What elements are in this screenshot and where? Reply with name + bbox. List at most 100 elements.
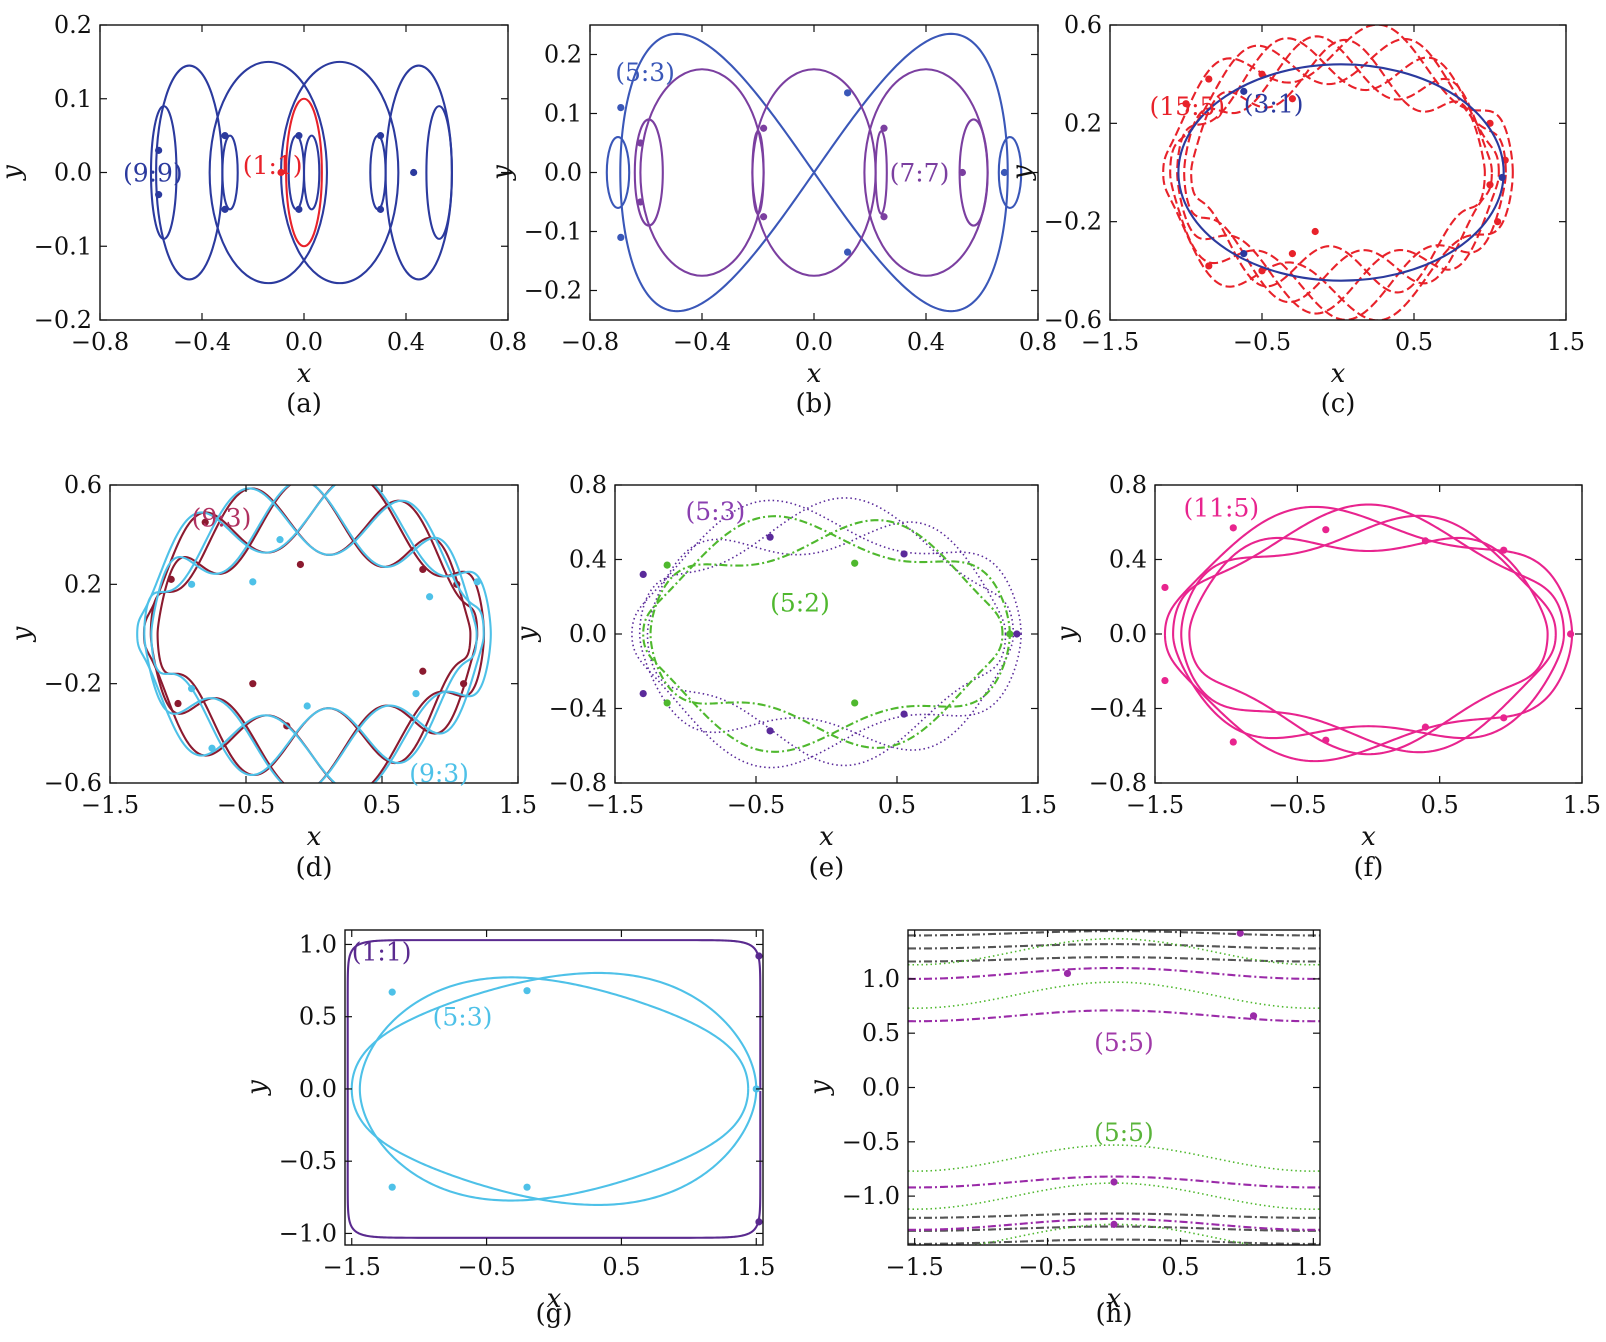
series-2-point <box>1110 1178 1118 1186</box>
series-2-curve <box>633 118 664 227</box>
series-0-point <box>295 132 303 140</box>
series-0-point <box>1486 181 1494 189</box>
series-0-point <box>167 575 175 583</box>
y-tick-label: −0.2 <box>1044 208 1102 236</box>
y-tick-label: 0.0 <box>54 159 92 187</box>
series-0-point <box>1205 75 1213 83</box>
x-tick-label: 0.4 <box>387 328 425 356</box>
x-tick-label: −0.5 <box>1268 791 1326 819</box>
series-0-point <box>296 560 304 569</box>
series-0-point <box>249 680 257 688</box>
series-2-point <box>1063 969 1072 978</box>
series-0-point <box>1421 537 1430 545</box>
series-0-point <box>1500 714 1508 722</box>
series-1-point <box>388 1183 396 1191</box>
y-tick-label: 0.5 <box>862 1019 900 1047</box>
series-1-point <box>426 593 434 601</box>
series-label: (5:5) <box>1094 1118 1154 1147</box>
series-0-curve <box>1183 35 1493 304</box>
series-1-point <box>473 578 481 586</box>
series-1-band <box>908 1144 1320 1172</box>
series-0-point <box>376 205 385 213</box>
y-tick-label: −1.0 <box>842 1182 900 1210</box>
y-tick-label: 0.2 <box>1064 109 1102 137</box>
series-0-point <box>1161 676 1169 685</box>
series-0-point <box>201 518 209 526</box>
series-1-curve <box>642 515 1011 753</box>
x-axis-label: x <box>1331 359 1346 389</box>
series-1-point <box>412 690 420 698</box>
series-0-point <box>844 89 852 97</box>
y-tick-label: 0.4 <box>569 546 607 574</box>
series-label: (3:1) <box>1244 90 1304 119</box>
x-axis-label: x <box>297 359 312 389</box>
series-0-curve <box>425 105 453 240</box>
series-0-curve <box>369 134 387 211</box>
y-tick-label: 1.0 <box>862 965 900 993</box>
series-0-curve <box>646 521 1007 767</box>
series-0-point <box>419 565 427 574</box>
x-tick-label: −1.5 <box>886 1253 944 1281</box>
panel-h: −1.5 −0.5 0.5 1.5 1.0 0.5 0.0 −0.5 −1.0 x y (5:5) (5… <box>805 929 1332 1329</box>
series-0-point <box>1161 583 1169 592</box>
series-0-point <box>1182 100 1190 108</box>
series-0-point <box>460 680 468 688</box>
panel-caption: (g) <box>536 1299 573 1329</box>
series-1-curve <box>350 971 758 1206</box>
series-0-point <box>639 570 647 579</box>
y-tick-label: 0.6 <box>64 471 102 499</box>
series-0-curve <box>1172 503 1565 740</box>
series-0-curve <box>346 939 762 1239</box>
series-label: (15:5) <box>1150 92 1226 121</box>
series-0-band <box>908 930 1320 937</box>
x-tick-label: 0.0 <box>795 328 833 356</box>
panel-b: −0.8 −0.4 0.0 0.4 0.8 0.2 0.1 0.0 −0.1 −0.2 x y (5:3… <box>487 24 1057 419</box>
series-label: (5:3) <box>615 58 675 87</box>
series-1-point <box>1498 173 1506 182</box>
series-0-point <box>1258 70 1266 78</box>
x-axis-label: x <box>307 822 322 852</box>
panel-caption: (f) <box>1354 853 1384 883</box>
series-0-point <box>1567 630 1575 638</box>
panel-caption: (e) <box>809 853 845 883</box>
plot-area <box>908 930 1320 1245</box>
series-1-curve <box>358 976 750 1202</box>
y-tick-label: 0.0 <box>569 620 607 648</box>
x-tick-label: 0.5 <box>1395 328 1433 356</box>
series-0-point <box>617 104 625 112</box>
series-1-curve <box>136 485 492 783</box>
y-tick-label: −0.2 <box>524 277 582 305</box>
y-tick-label: 0.8 <box>1109 471 1147 499</box>
panel-caption: (a) <box>286 389 322 419</box>
y-tick-label: −0.6 <box>1044 306 1102 334</box>
series-2-curve <box>874 130 888 215</box>
series-0-point <box>376 132 385 140</box>
series-1-point <box>208 744 216 752</box>
x-tick-label: 0.5 <box>1161 1253 1199 1281</box>
panel-a: −0.8 −0.4 0.0 0.4 0.8 0.2 0.1 0.0 −0.1 −0.2 x y (9:9… <box>0 11 527 419</box>
series-0-point <box>1322 736 1330 744</box>
series-2-point <box>760 213 768 221</box>
series-0-point <box>755 1218 763 1226</box>
series-0-curve <box>149 487 479 783</box>
x-tick-label: −0.5 <box>1018 1253 1076 1281</box>
y-tick-label: −0.5 <box>842 1128 900 1156</box>
series-2-point <box>1110 1220 1118 1228</box>
series-2-band <box>908 966 1320 980</box>
series-2-band <box>908 1009 1320 1023</box>
series-1-point <box>851 699 859 707</box>
series-0-point <box>155 146 163 154</box>
panel-caption: (h) <box>1095 1299 1132 1329</box>
panel-d: −1.5 −0.5 0.5 1.5 0.6 0.2 −0.2 −0.6 x y (9:3) (9:3)… <box>7 471 537 883</box>
series-1-curve <box>619 32 1009 313</box>
series-1-point <box>188 580 196 588</box>
series-1-curve <box>150 485 478 777</box>
x-tick-label: 1.5 <box>737 1253 775 1281</box>
series-0-point <box>1229 738 1237 746</box>
series-0-curve <box>384 64 453 281</box>
y-tick-label: 0.0 <box>1109 620 1147 648</box>
y-tick-label: 0.5 <box>299 1003 337 1031</box>
x-tick-label: −0.5 <box>727 791 785 819</box>
series-1-point <box>303 702 311 710</box>
